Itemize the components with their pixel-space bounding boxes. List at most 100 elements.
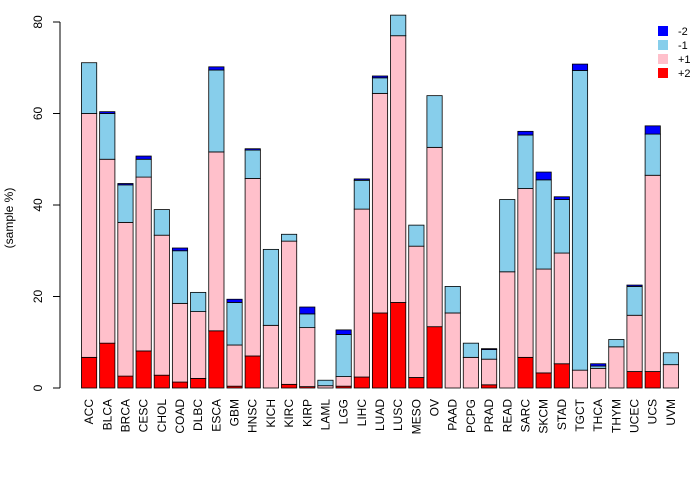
legend-label: -1 <box>678 40 688 52</box>
bar-kich-minus1 <box>262 248 279 326</box>
bar-lgg-minus2 <box>335 329 352 335</box>
bar-ov-plus1 <box>426 146 443 328</box>
x-tick-label: OV <box>428 399 442 416</box>
bar-acc-minus1 <box>81 62 98 114</box>
bar-stack-chol <box>153 209 170 389</box>
bar-sarc-minus2 <box>517 130 534 136</box>
x-tick-label: READ <box>500 399 514 433</box>
bar-stack-ucs <box>644 125 661 389</box>
bar-acc-plus1 <box>81 113 98 358</box>
bar-stack-gbm <box>226 298 243 389</box>
bar-kirc-plus1 <box>281 240 298 385</box>
bar-stack-skcm <box>535 171 552 389</box>
bar-pcpg-plus1 <box>462 356 479 389</box>
bar-lusc-minus1 <box>390 14 407 37</box>
bar-prad-minus1 <box>481 349 498 360</box>
bar-dlbc-plus1 <box>190 311 207 379</box>
bar-ucec-plus2 <box>626 371 643 389</box>
bar-lgg-minus1 <box>335 334 352 377</box>
bar-kirc-minus1 <box>281 233 298 242</box>
bar-stack-ucec <box>626 284 643 389</box>
y-tick-label: 20 <box>31 290 45 304</box>
bar-luad-minus2 <box>371 75 389 79</box>
bar-ucec-minus2 <box>626 284 643 287</box>
bar-read-minus1 <box>499 199 516 273</box>
bar-meso-plus1 <box>408 245 425 378</box>
bar-ucec-minus1 <box>626 286 643 316</box>
bar-laml-minus1 <box>317 379 334 387</box>
bar-hnsc-minus2 <box>244 148 261 151</box>
bar-chol-minus1 <box>153 209 170 236</box>
bar-prad-minus2 <box>481 348 498 350</box>
bar-paad-minus1 <box>444 286 461 314</box>
legend-swatch <box>658 68 668 78</box>
bar-blca-minus2 <box>99 111 116 114</box>
bar-coad-plus1 <box>171 302 189 383</box>
bar-stack-uvm <box>662 352 679 389</box>
x-tick-label: PAAD <box>446 399 460 431</box>
bar-blca-plus2 <box>99 342 116 389</box>
bar-stack-stad <box>553 196 570 389</box>
x-tick-label: LUAD <box>373 399 387 431</box>
bar-cesc-plus2 <box>135 350 152 389</box>
x-tick-label: BRCA <box>118 399 132 432</box>
bar-stack-kirc <box>281 233 298 389</box>
bar-gbm-minus1 <box>226 302 243 346</box>
legend-swatch <box>658 26 668 36</box>
bar-cesc-minus1 <box>135 158 152 178</box>
bar-stad-plus1 <box>553 252 570 365</box>
bar-kirp-plus1 <box>299 327 316 388</box>
x-tick-label: UCS <box>646 399 660 424</box>
legend-swatch <box>658 54 668 64</box>
bar-paad-plus1 <box>444 312 461 389</box>
bar-stack-kirp <box>299 306 316 389</box>
bar-stack-tgct <box>571 63 589 389</box>
bar-lgg-plus1 <box>335 376 352 387</box>
legend-swatch <box>658 40 668 50</box>
x-tick-label: UVM <box>664 399 678 426</box>
bar-stack-cesc <box>135 155 152 389</box>
x-tick-label: BLCA <box>100 399 114 430</box>
x-tick-label: ACC <box>82 399 96 425</box>
bar-uvm-minus1 <box>662 352 679 366</box>
bar-ucs-plus2 <box>644 371 661 389</box>
x-tick-label: SARC <box>518 399 532 433</box>
bar-tgct-minus1 <box>571 70 589 371</box>
bar-stack-ov <box>426 95 443 389</box>
bar-read-plus1 <box>499 271 516 389</box>
y-axis-title: (sample %) <box>2 188 16 249</box>
bar-blca-plus1 <box>99 158 116 344</box>
bar-thym-minus1 <box>608 339 625 348</box>
bar-coad-minus1 <box>171 250 189 304</box>
bar-chol-plus2 <box>153 374 170 389</box>
x-tick-label: CHOL <box>155 399 169 433</box>
x-tick-label: ESCA <box>209 399 223 432</box>
bar-blca-minus1 <box>99 113 116 160</box>
bar-dlbc-minus1 <box>190 291 207 312</box>
bar-hnsc-plus2 <box>244 355 261 389</box>
bar-stack-thca <box>590 363 607 389</box>
x-tick-label: PCPG <box>464 399 478 433</box>
bar-gbm-plus1 <box>226 344 243 387</box>
y-tick-label: 40 <box>31 198 45 212</box>
x-tick-label: GBM <box>228 399 242 426</box>
bar-skcm-minus2 <box>535 171 552 181</box>
y-axis: 0 20 40 60 80 <box>31 15 61 391</box>
bar-stack-coad <box>171 247 189 389</box>
x-axis: ACC BLCA BRCA CESC CHOL COAD DLBC ESCA GBM HNSC KI… <box>82 398 678 434</box>
x-tick-label: UCEC <box>628 399 642 433</box>
bar-stack-lgg <box>335 329 352 389</box>
bar-stad-plus2 <box>553 363 570 389</box>
bar-lihc-plus2 <box>353 376 370 389</box>
bar-stack-read <box>499 199 516 389</box>
bar-cesc-minus2 <box>135 155 152 160</box>
bar-skcm-plus2 <box>535 372 552 389</box>
legend: -2 -1 +1 +2 <box>658 26 691 80</box>
bar-lihc-plus1 <box>353 208 370 378</box>
bar-stack-blca <box>99 111 116 389</box>
bar-hnsc-plus1 <box>244 178 261 357</box>
bar-lihc-minus2 <box>353 178 370 181</box>
bar-brca-minus2 <box>117 183 134 186</box>
bar-stack-paad <box>444 286 461 389</box>
